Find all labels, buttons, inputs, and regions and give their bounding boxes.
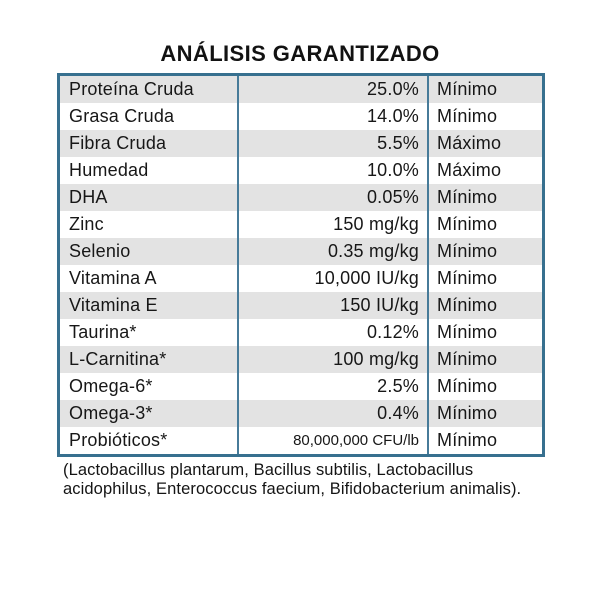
nutrient-value: 14.0%	[237, 103, 427, 130]
nutrient-limit: Mínimo	[427, 211, 542, 238]
nutrient-limit: Mínimo	[427, 400, 542, 427]
nutrient-name: Zinc	[69, 214, 104, 234]
nutrient-limit: Mínimo	[427, 373, 542, 400]
table-row: Humedad 10.0% Máximo	[60, 157, 542, 184]
nutrient-value: 150 mg/kg	[237, 211, 427, 238]
nutrient-name: Omega-3*	[69, 403, 153, 423]
table-row: DHA 0.05% Mínimo	[60, 184, 542, 211]
nutrient-name: Omega-6*	[69, 376, 153, 396]
table-row: L-Carnitina* 100 mg/kg Mínimo	[60, 346, 542, 373]
nutrient-value: 5.5%	[237, 130, 427, 157]
nutrient-value: 25.0%	[237, 76, 427, 103]
nutrient-value: 150 IU/kg	[237, 292, 427, 319]
table-row: Grasa Cruda 14.0% Mínimo	[60, 103, 542, 130]
nutrient-value: 0.35 mg/kg	[237, 238, 427, 265]
nutrient-limit: Mínimo	[427, 76, 542, 103]
nutrient-value: 0.12%	[237, 319, 427, 346]
nutrient-name: Fibra Cruda	[69, 133, 167, 153]
nutrient-value: 2.5%	[237, 373, 427, 400]
nutrient-value: 10,000 IU/kg	[237, 265, 427, 292]
nutrient-name: L-Carnitina*	[69, 349, 167, 369]
table-row: Taurina* 0.12% Mínimo	[60, 319, 542, 346]
nutrient-limit: Mínimo	[427, 184, 542, 211]
table-row: Fibra Cruda 5.5% Máximo	[60, 130, 542, 157]
nutrient-name: Selenio	[69, 241, 131, 261]
table-row: Vitamina A 10,000 IU/kg Mínimo	[60, 265, 542, 292]
page-title: ANÁLISIS GARANTIZADO	[160, 41, 440, 66]
nutrient-name: Humedad	[69, 160, 149, 180]
nutrient-name: Probióticos*	[69, 430, 168, 450]
nutrient-limit: Mínimo	[427, 346, 542, 373]
table-row: Probióticos* 80,000,000 CFU/lb Mínimo	[60, 427, 542, 454]
nutrient-value: 10.0%	[237, 157, 427, 184]
nutrient-name: Taurina*	[69, 322, 137, 342]
table-row: Zinc 150 mg/kg Mínimo	[60, 211, 542, 238]
nutrient-limit: Mínimo	[427, 103, 542, 130]
nutrient-name: Grasa Cruda	[69, 106, 175, 126]
nutrient-limit: Mínimo	[427, 427, 542, 454]
table-row: Vitamina E 150 IU/kg Mínimo	[60, 292, 542, 319]
nutrient-limit: Máximo	[427, 157, 542, 184]
nutrient-name: Proteína Cruda	[69, 79, 194, 99]
nutrient-value: 100 mg/kg	[237, 346, 427, 373]
table-row: Omega-3* 0.4% Mínimo	[60, 400, 542, 427]
nutrient-limit: Máximo	[427, 130, 542, 157]
table-row: Selenio 0.35 mg/kg Mínimo	[60, 238, 542, 265]
probiotics-footnote: (Lactobacillus plantarum, Bacillus subti…	[63, 461, 522, 499]
nutrient-value: 0.4%	[237, 400, 427, 427]
nutrient-value: 0.05%	[237, 184, 427, 211]
nutrient-name: DHA	[69, 187, 108, 207]
nutrient-limit: Mínimo	[427, 265, 542, 292]
nutrient-name: Vitamina A	[69, 268, 157, 288]
analysis-table: Proteína Cruda 25.0% Mínimo Grasa Cruda …	[57, 73, 545, 457]
table-row: Omega-6* 2.5% Mínimo	[60, 373, 542, 400]
nutrient-name: Vitamina E	[69, 295, 158, 315]
nutrient-value: 80,000,000 CFU/lb	[237, 427, 427, 454]
nutrient-limit: Mínimo	[427, 292, 542, 319]
nutrient-limit: Mínimo	[427, 319, 542, 346]
nutrient-limit: Mínimo	[427, 238, 542, 265]
table-row: Proteína Cruda 25.0% Mínimo	[60, 76, 542, 103]
